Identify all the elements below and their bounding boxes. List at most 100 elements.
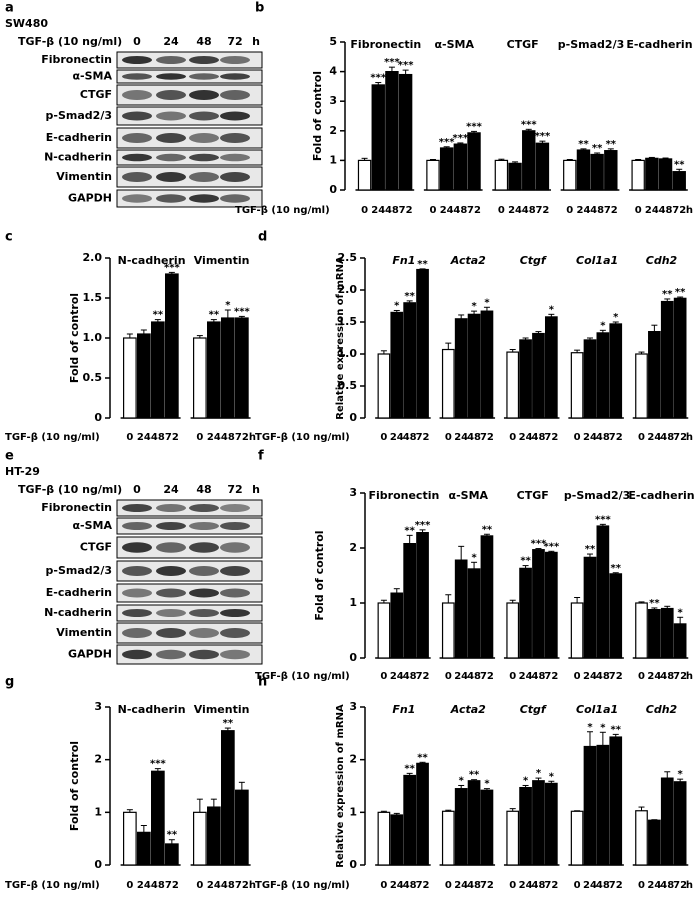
x-tick-label: 0 [509, 432, 516, 443]
bar [454, 788, 468, 866]
protein-label: Vimentin [56, 170, 112, 183]
x-tick-label: 24 [645, 205, 659, 216]
x-unit: h [249, 432, 256, 443]
x-tick-label: 24 [519, 671, 533, 682]
group-label: Col1a1 [576, 703, 618, 716]
y-tick-label: 3 [329, 94, 337, 107]
y-tick-label: 2 [349, 541, 357, 554]
y-tick-label: 2 [94, 753, 102, 766]
x-tick-label: 72 [480, 432, 494, 443]
significance: * [600, 320, 606, 331]
bar [506, 351, 520, 419]
x-tick-label: 48 [590, 205, 604, 216]
y-tick-label: 1 [349, 596, 357, 609]
blot-band [189, 504, 219, 512]
x-tick-label: 0 [509, 880, 516, 891]
blot-band [122, 73, 152, 80]
blot-band [122, 649, 152, 660]
blot-band [156, 153, 186, 162]
panel-letter: c [5, 230, 13, 245]
x-tick-label: 72 [399, 205, 413, 216]
group-label: Fn1 [392, 254, 415, 267]
y-tick-label: 2 [349, 753, 357, 766]
significance: ** [404, 291, 415, 302]
blot-band [156, 522, 186, 530]
bar [137, 333, 151, 419]
significance: *** [439, 137, 455, 148]
blot-band [156, 588, 186, 598]
bar [403, 774, 417, 866]
bar [385, 70, 399, 191]
significance: ** [209, 310, 220, 321]
significance: ** [482, 524, 493, 535]
panel-letter: g [5, 675, 14, 690]
panel-letter: b [255, 1, 264, 16]
time-unit: h [252, 35, 260, 48]
blot-band [156, 133, 186, 143]
blot-band [156, 73, 186, 80]
significance: ** [674, 159, 685, 170]
blot-band [156, 111, 186, 121]
x-tick-label: 0 [509, 671, 516, 682]
bar [596, 332, 610, 419]
x-unit: h [249, 880, 256, 891]
protein-label: Vimentin [56, 626, 112, 639]
y-tick-label: 1 [349, 805, 357, 818]
significance: * [523, 775, 529, 786]
protein-label: Fibronectin [41, 53, 112, 66]
bar [583, 556, 597, 659]
x-tick-label: 0 [445, 432, 452, 443]
blot-band [220, 111, 250, 121]
x-unit: h [686, 205, 693, 216]
significance: ** [520, 556, 531, 567]
x-tick-label: 72 [416, 432, 430, 443]
significance: *** [370, 73, 386, 84]
x-tick-label: 24 [519, 880, 533, 891]
significance: ** [167, 830, 178, 841]
bar [357, 159, 372, 191]
bar [480, 535, 494, 659]
blot-band [189, 609, 219, 617]
x-tick-label: 24 [519, 432, 533, 443]
blot-band [220, 56, 250, 64]
bar [416, 762, 429, 866]
bar [137, 831, 151, 866]
blot-band [122, 111, 152, 121]
bar [390, 311, 404, 419]
bar [508, 162, 522, 191]
blot-band [156, 504, 186, 512]
bar [441, 348, 455, 419]
blot-band [220, 90, 250, 100]
x-tick-label: 0 [635, 205, 642, 216]
bar [377, 811, 391, 866]
blot-band [220, 628, 250, 638]
group-label: CTGF [517, 489, 549, 502]
blot-band [189, 133, 219, 143]
x-tick-label: 0 [380, 880, 387, 891]
bar [467, 313, 481, 419]
bar [221, 730, 235, 866]
bar [631, 159, 645, 191]
blot-band [156, 56, 186, 64]
blot-band [156, 649, 186, 660]
bar [609, 573, 623, 659]
bar [544, 551, 558, 659]
group-label: p-Smad2/3 [558, 38, 624, 51]
x-axis-label: TGF-β (10 ng/ml) [255, 432, 350, 443]
bar [583, 745, 597, 866]
bar [165, 273, 179, 419]
bar [660, 777, 674, 866]
blot-band [122, 133, 152, 143]
blot-band [156, 566, 186, 576]
bar [563, 159, 577, 191]
x-tick-label: 48 [522, 205, 536, 216]
y-tick-label: 1.0 [338, 347, 358, 360]
significance: ** [606, 139, 617, 150]
bar [576, 149, 591, 191]
y-tick-label: 0 [94, 858, 102, 871]
time-point: 48 [196, 483, 211, 496]
blot-band [122, 172, 152, 182]
significance: ** [662, 289, 673, 300]
time-point: 72 [227, 35, 242, 48]
significance: *** [531, 539, 547, 550]
